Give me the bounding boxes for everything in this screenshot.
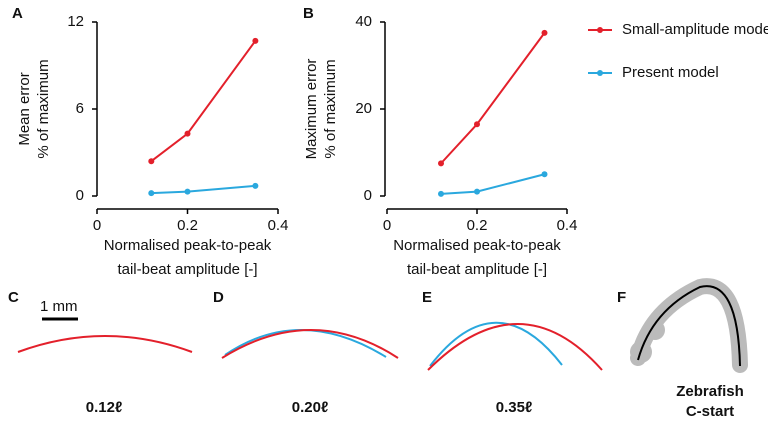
shape-curve <box>429 321 563 367</box>
legend-swatch <box>597 70 603 76</box>
point <box>474 188 480 195</box>
series-line <box>440 32 546 165</box>
caption: 0.12ℓ <box>86 399 123 416</box>
caption: C-start <box>686 403 734 420</box>
point <box>184 130 191 137</box>
series-line <box>151 184 256 195</box>
fish-outline <box>645 320 665 340</box>
panel-label: A <box>12 5 23 22</box>
panel-label: B <box>303 5 314 22</box>
point <box>148 190 155 197</box>
x-tick-label: 0 <box>383 217 391 234</box>
y-tick-label: 0 <box>76 187 84 204</box>
shape-curve <box>427 323 603 371</box>
fish-midline <box>637 285 741 367</box>
x-axis-label: Normalised peak-to-peak <box>104 237 272 254</box>
caption: Zebrafish <box>676 383 744 400</box>
x-axis-label: Normalised peak-to-peak <box>393 237 561 254</box>
y-axis-label: % of maximum <box>322 59 339 158</box>
point <box>438 160 444 167</box>
y-tick-label: 0 <box>364 187 372 204</box>
x-tick-label: 0.2 <box>177 217 198 234</box>
y-tick-label: 40 <box>355 13 372 30</box>
series-line <box>150 40 257 162</box>
x-tick-label: 0 <box>93 217 101 234</box>
point <box>474 121 480 128</box>
point <box>541 29 548 36</box>
panel-label: F <box>617 289 626 306</box>
x-axis-label: tail-beat amplitude [-] <box>117 261 257 278</box>
caption: 0.20ℓ <box>292 399 329 416</box>
x-tick-label: 0.2 <box>467 217 488 234</box>
caption: 0.35ℓ <box>496 399 533 416</box>
y-tick-label: 20 <box>355 100 372 117</box>
y-tick-label: 12 <box>67 13 84 30</box>
scale-bar-label: 1 mm <box>40 298 78 315</box>
y-tick-label: 6 <box>76 100 84 117</box>
shape-curve <box>17 335 193 353</box>
shape-curve <box>221 329 399 359</box>
x-tick-label: 0.4 <box>268 217 289 234</box>
panel-label: D <box>213 289 224 306</box>
panel-label: C <box>8 289 19 306</box>
y-axis-label: Maximum error <box>303 59 320 160</box>
panel-label: E <box>422 289 432 306</box>
y-axis-label: % of maximum <box>35 59 52 158</box>
legend-label: Present model <box>622 64 719 81</box>
point <box>438 190 444 197</box>
legend-label: Small-amplitude model <box>622 21 768 38</box>
point <box>252 182 259 189</box>
point <box>184 188 191 195</box>
x-tick-label: 0.4 <box>557 217 578 234</box>
point <box>541 171 548 178</box>
point <box>148 158 155 165</box>
point <box>252 37 259 44</box>
x-axis-label: tail-beat amplitude [-] <box>407 261 547 278</box>
series-line <box>440 173 545 195</box>
legend-swatch <box>597 27 603 33</box>
y-axis-label: Mean error <box>16 72 33 145</box>
